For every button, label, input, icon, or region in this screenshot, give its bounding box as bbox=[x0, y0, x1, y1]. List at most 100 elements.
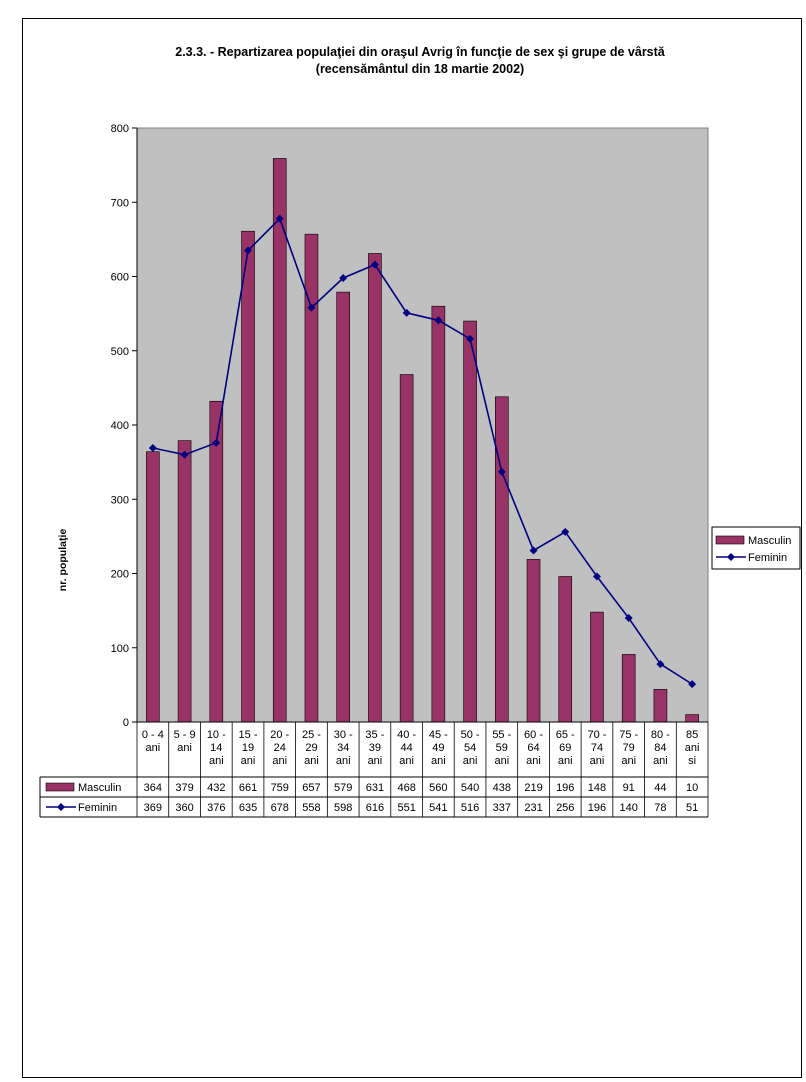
y-tick-label: 400 bbox=[111, 420, 129, 432]
table-value-feminin: 78 bbox=[654, 802, 666, 814]
chart-frame bbox=[22, 18, 802, 1078]
legend-label-masculin: Masculin bbox=[748, 535, 791, 547]
point-feminin bbox=[180, 450, 189, 459]
x-category-label: 55 -59 ani bbox=[492, 729, 511, 767]
bar-masculin bbox=[526, 559, 541, 723]
table-value-feminin: 337 bbox=[493, 802, 511, 814]
legend: Masculin Feminin bbox=[711, 526, 801, 570]
point-feminin bbox=[592, 572, 601, 581]
line-series-feminin bbox=[148, 214, 697, 689]
bar-series-masculin bbox=[146, 158, 699, 723]
point-feminin bbox=[370, 260, 379, 269]
table-value-masculin: 379 bbox=[175, 782, 193, 794]
x-category-label: 65 -69 ani bbox=[556, 729, 575, 767]
point-feminin bbox=[466, 334, 475, 343]
x-category-label: 85 ani si bbox=[685, 729, 700, 767]
point-feminin bbox=[434, 316, 443, 325]
bar-masculin bbox=[241, 230, 255, 723]
point-feminin bbox=[402, 308, 411, 317]
y-axis: 0 100 200 300 400 500 600 700 800 bbox=[111, 123, 138, 729]
legend-label-feminin: Feminin bbox=[748, 552, 787, 564]
point-feminin bbox=[148, 444, 157, 453]
table-value-feminin: 369 bbox=[144, 802, 162, 814]
point-feminin bbox=[307, 303, 316, 312]
x-category-label: 15 -19 ani bbox=[239, 729, 258, 767]
x-category-label: 0 - 4 ani bbox=[142, 729, 164, 754]
y-axis-label: nr. populaţie bbox=[57, 529, 69, 592]
x-category-label: 35 -39 ani bbox=[365, 729, 384, 767]
table-value-masculin: 579 bbox=[334, 782, 352, 794]
x-category-label: 40 -44 ani bbox=[397, 729, 416, 767]
x-category-label: 75 -79 ani bbox=[619, 729, 638, 767]
line-feminin bbox=[152, 217, 693, 685]
table-value-feminin: 256 bbox=[556, 802, 574, 814]
bar-masculin bbox=[558, 576, 573, 723]
table-value-masculin: 91 bbox=[623, 782, 635, 794]
bar-masculin bbox=[336, 291, 350, 723]
y-tick-label: 200 bbox=[111, 569, 129, 581]
table-value-feminin: 376 bbox=[207, 802, 225, 814]
x-category-label: 5 - 9 ani bbox=[174, 729, 196, 754]
x-category-label: 80 -84 ani bbox=[651, 729, 670, 767]
point-feminin bbox=[212, 438, 221, 447]
x-category-label: 60 -64 ani bbox=[524, 729, 543, 767]
table-value-feminin: 360 bbox=[175, 802, 193, 814]
bar-masculin bbox=[653, 689, 668, 723]
table-value-masculin: 631 bbox=[366, 782, 384, 794]
bar-masculin bbox=[590, 611, 604, 723]
table-value-feminin: 678 bbox=[271, 802, 289, 814]
table-value-masculin: 657 bbox=[302, 782, 320, 794]
bar-masculin bbox=[495, 396, 509, 723]
x-category-label: 70 -74 ani bbox=[587, 729, 606, 767]
table-value-feminin: 541 bbox=[429, 802, 447, 814]
bar-masculin bbox=[146, 451, 160, 723]
point-feminin bbox=[275, 214, 284, 223]
point-feminin bbox=[656, 660, 665, 669]
table-value-masculin: 438 bbox=[493, 782, 511, 794]
chart-title: 2.3.3. - Repartizarea populaţiei din ora… bbox=[175, 45, 666, 59]
table-value-masculin: 560 bbox=[429, 782, 447, 794]
table-value-feminin: 558 bbox=[302, 802, 320, 814]
bar-masculin bbox=[463, 320, 477, 723]
table-value-masculin: 468 bbox=[397, 782, 415, 794]
table-value-masculin: 540 bbox=[461, 782, 479, 794]
table-value-masculin: 44 bbox=[654, 782, 666, 794]
table-value-feminin: 598 bbox=[334, 802, 352, 814]
point-feminin bbox=[529, 546, 538, 555]
bar-masculin bbox=[272, 158, 287, 723]
chart-subtitle: (recensământul din 18 martie 2002) bbox=[316, 62, 524, 76]
x-category-label: 30 -34 ani bbox=[334, 729, 353, 767]
point-feminin bbox=[624, 614, 633, 623]
x-category-label: 50 -54 ani bbox=[461, 729, 480, 767]
data-table: 0 - 4 ani 5 - 9 ani 10 -14 ani 15 -19 ani 20 -24… bbox=[39, 721, 709, 818]
y-tick-label: 300 bbox=[111, 494, 129, 506]
table-value-masculin: 661 bbox=[239, 782, 257, 794]
point-feminin bbox=[561, 527, 570, 536]
x-category-label: 20 -24 ani bbox=[270, 729, 289, 767]
table-value-masculin: 148 bbox=[588, 782, 606, 794]
legend-key-marker-feminin bbox=[727, 553, 735, 561]
point-feminin bbox=[244, 246, 253, 255]
plot-area bbox=[136, 127, 709, 723]
table-value-feminin: 516 bbox=[461, 802, 479, 814]
x-category-label: 45 -49 ani bbox=[429, 729, 448, 767]
y-tick-label: 500 bbox=[111, 346, 129, 358]
table-value-feminin: 231 bbox=[524, 802, 542, 814]
y-tick-label: 700 bbox=[111, 197, 129, 209]
table-row-label-masculin: Masculin bbox=[78, 782, 121, 794]
x-category-label: 10 -14 ani bbox=[207, 729, 226, 767]
bar-masculin bbox=[685, 714, 699, 723]
bar-masculin bbox=[621, 654, 636, 723]
table-key-masculin bbox=[45, 782, 75, 792]
table-value-feminin: 51 bbox=[686, 802, 698, 814]
legend-box bbox=[711, 526, 801, 570]
point-feminin bbox=[497, 467, 506, 476]
y-tick-label: 100 bbox=[111, 643, 129, 655]
table-value-masculin: 196 bbox=[556, 782, 574, 794]
table-value-masculin: 432 bbox=[207, 782, 225, 794]
y-tick-label: 800 bbox=[111, 123, 129, 135]
bar-masculin bbox=[431, 305, 446, 723]
bar-masculin bbox=[177, 440, 192, 723]
table-value-masculin: 759 bbox=[271, 782, 289, 794]
